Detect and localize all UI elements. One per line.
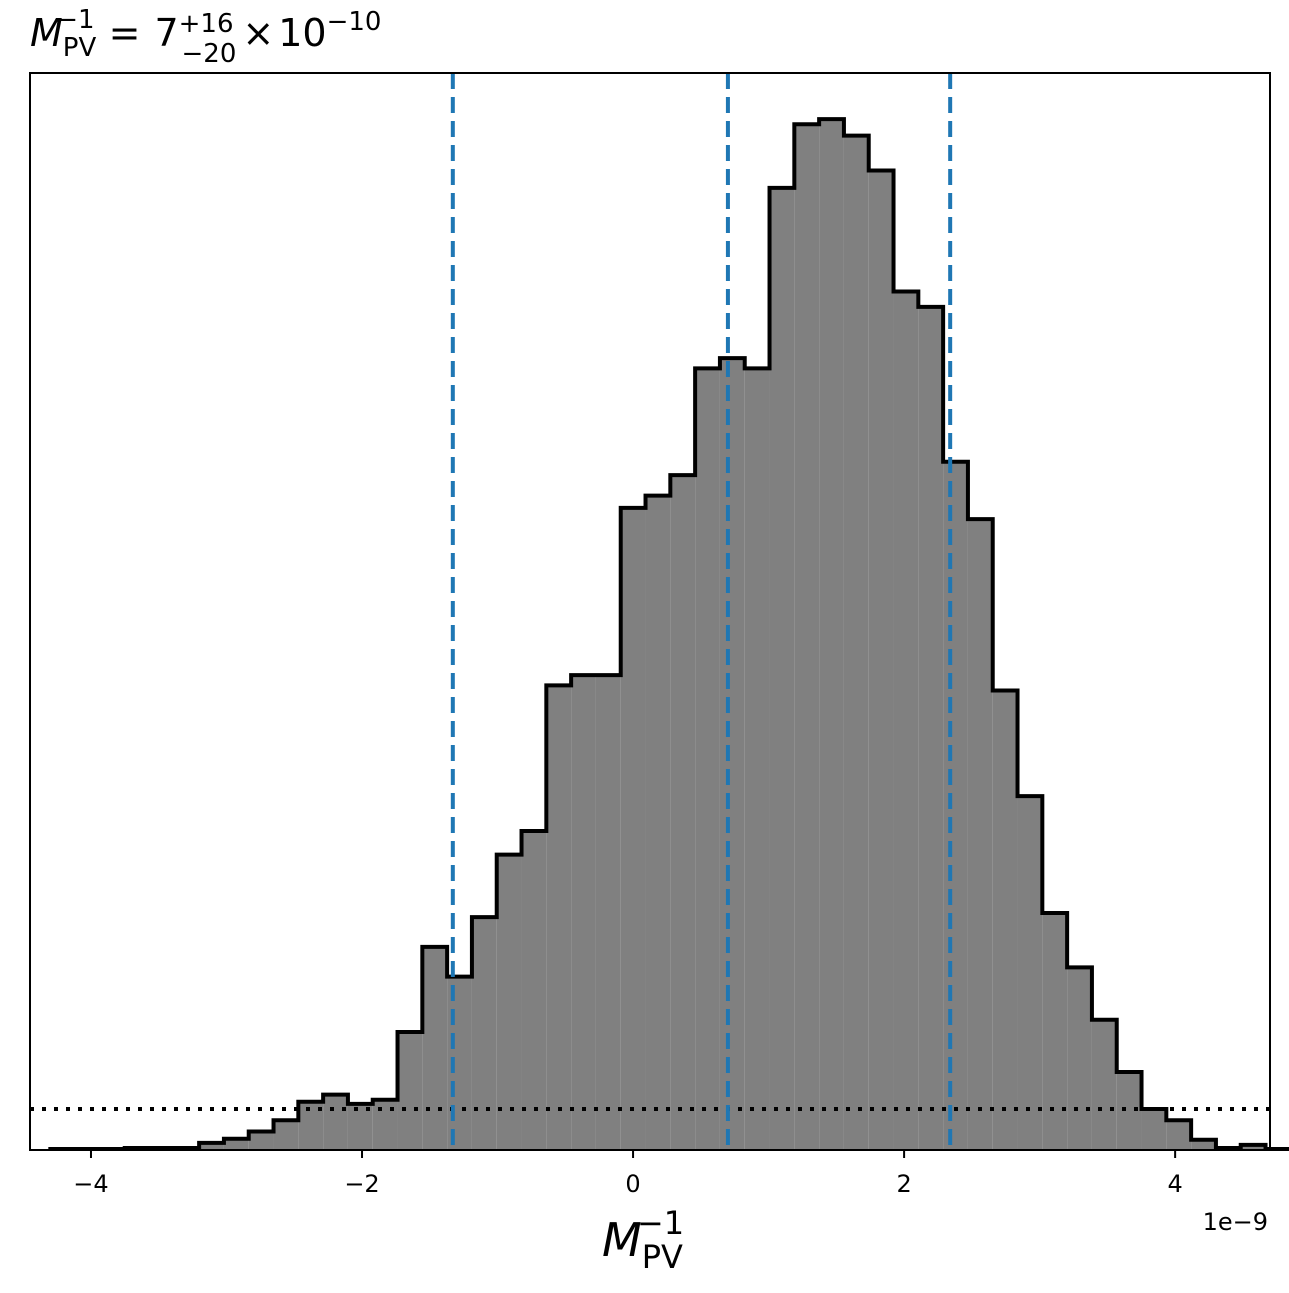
chart-title: MPV−1 = 7+16 −20 × 10−10 [30, 5, 381, 69]
histogram-bar [223, 1138, 249, 1150]
histogram-bar [521, 831, 547, 1150]
histogram-bar [1240, 1144, 1266, 1150]
histogram-bar [571, 675, 596, 1150]
histogram-bar [695, 368, 720, 1150]
histogram-bar [1116, 1072, 1142, 1150]
histogram-bar [1091, 1019, 1117, 1150]
histogram-bar [967, 519, 993, 1150]
histogram-bar [397, 1032, 423, 1150]
histogram-bar [595, 675, 621, 1150]
histogram-bar [620, 507, 646, 1151]
axes-frame [29, 72, 1271, 1151]
histogram-bar [199, 1142, 224, 1150]
histogram-bar [471, 917, 497, 1150]
x-axis-label: MPV−1 [602, 1204, 684, 1276]
x-tick-label: 2 [896, 1170, 911, 1198]
histogram-bar [273, 1120, 299, 1150]
histogram-bar [794, 124, 820, 1150]
x-axis-ticks: −4 −2 0 2 4 [73, 1150, 1183, 1198]
histogram-bar [1042, 913, 1068, 1150]
histogram-bar [1141, 1108, 1167, 1150]
histogram-bar [1166, 1120, 1192, 1150]
histogram-bar [819, 119, 844, 1151]
x-tick-label: −2 [344, 1170, 379, 1198]
x-tick-label: −4 [73, 1170, 108, 1198]
histogram-bar [347, 1103, 373, 1150]
histogram-bar [943, 461, 968, 1150]
histogram-bar [645, 495, 671, 1150]
histogram-bar [323, 1094, 348, 1150]
histogram-bar [843, 135, 869, 1150]
histogram-bar [496, 854, 522, 1150]
histogram-bar [248, 1131, 274, 1150]
histogram-bar [1017, 796, 1043, 1150]
histogram-bar [719, 358, 745, 1150]
histogram-bar [769, 187, 795, 1150]
histogram-outline [48, 117, 1289, 1151]
histogram-bar [1067, 967, 1092, 1150]
histogram-bar [992, 690, 1018, 1150]
histogram-bar [893, 291, 919, 1150]
histogram-bar [744, 368, 770, 1150]
x-offset-label: 1e−9 [1203, 1208, 1268, 1236]
x-tick-label: 0 [625, 1170, 640, 1198]
histogram-bar [670, 475, 696, 1151]
x-tick-label: 4 [1167, 1170, 1182, 1198]
histogram-bar [918, 306, 944, 1150]
plot-area [30, 73, 1289, 1151]
histogram-bar [1191, 1139, 1216, 1150]
histogram-bar [546, 685, 572, 1150]
histogram-bar [868, 170, 894, 1150]
histogram-bar [422, 946, 448, 1150]
